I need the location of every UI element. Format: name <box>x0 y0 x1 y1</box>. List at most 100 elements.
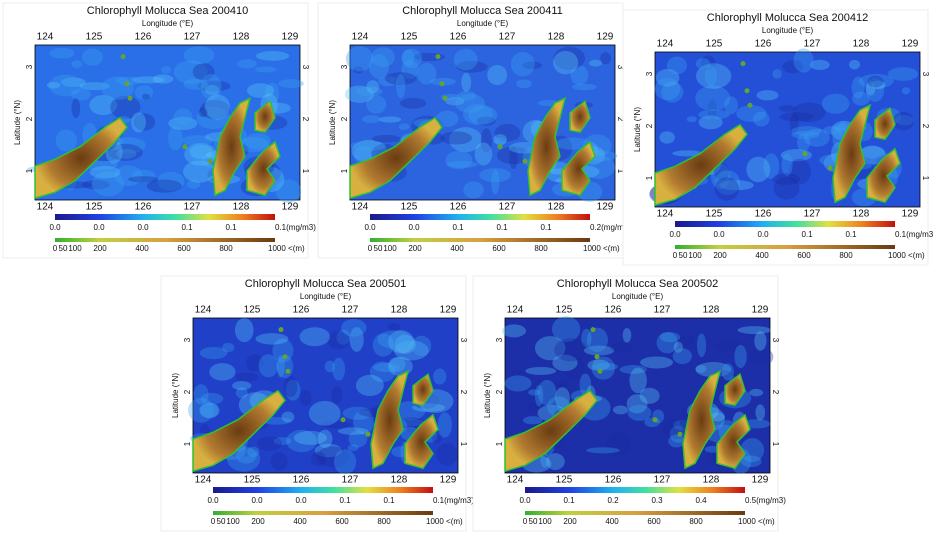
axis-label: Latitude (°N) <box>483 373 492 418</box>
chl-blob <box>655 68 680 87</box>
lon-tick-bottom: 126 <box>293 475 310 486</box>
chl-blob <box>273 437 292 445</box>
chl-blob <box>714 339 744 353</box>
chl-blob <box>866 78 885 102</box>
chl-blob <box>627 404 652 421</box>
chl-blob <box>740 455 762 468</box>
chl-blob <box>788 158 811 185</box>
chl-blob <box>563 355 585 380</box>
lat-tick-left: 3 <box>340 64 349 69</box>
chl-blob <box>378 76 399 87</box>
chl-blob <box>534 336 566 361</box>
chl-blob <box>754 331 767 351</box>
lon-tick-top: 125 <box>556 305 573 316</box>
chl-blob <box>197 80 231 92</box>
lon-tick-bottom: 124 <box>37 202 54 213</box>
chl-label: 0.4 <box>695 496 707 505</box>
chl-blob <box>79 82 110 91</box>
land <box>654 123 748 207</box>
chl-blob <box>772 173 801 185</box>
island <box>282 354 288 360</box>
chl-blob <box>193 384 209 405</box>
depth-label: 100 <box>538 517 552 526</box>
chl-blob <box>333 449 357 475</box>
chl-blob <box>659 131 675 144</box>
chl-blob <box>510 369 523 379</box>
lon-tick-top: 124 <box>352 32 369 43</box>
chl-blob <box>183 78 208 90</box>
depth-label: 100 <box>688 251 702 260</box>
chl-blob <box>235 447 257 464</box>
depth-label: 1000 <(m) <box>738 517 775 526</box>
depth-label: 600 <box>492 244 506 253</box>
chl-blob <box>388 330 415 354</box>
chl-blob <box>71 60 83 69</box>
chl-blob <box>858 74 894 89</box>
chl-blob <box>316 446 350 468</box>
chl-blob <box>131 169 156 183</box>
chl-blob <box>209 363 236 381</box>
chl-blob <box>496 146 530 165</box>
lon-tick-bottom: 125 <box>706 209 723 220</box>
chl-label: 0.1 <box>181 223 193 232</box>
lon-tick-top: 128 <box>703 305 720 316</box>
chl-blob <box>587 359 610 371</box>
depth-label: 800 <box>689 517 703 526</box>
chl-blob <box>724 96 738 115</box>
chl-blob <box>286 429 317 453</box>
chl-blob <box>342 406 373 420</box>
chl-blob <box>695 361 732 378</box>
chl-label: 0.0 <box>49 223 61 232</box>
depth-label: 100 <box>383 244 397 253</box>
chl-label: 0.1(mg/m3) <box>433 496 474 505</box>
chl-blob <box>676 335 695 346</box>
chl-blob <box>173 108 193 126</box>
chl-label: 0.1 <box>801 230 813 239</box>
chl-blob <box>393 340 429 361</box>
depth-label: 200 <box>408 244 422 253</box>
island <box>652 417 658 423</box>
chl-blob <box>782 60 804 74</box>
chl-label: 0.1 <box>496 223 508 232</box>
chl-blob <box>852 91 870 106</box>
chl-blob <box>797 133 810 152</box>
chl-blob <box>455 93 485 114</box>
land <box>504 389 598 473</box>
land <box>404 413 439 470</box>
chl-blob <box>341 318 367 337</box>
lat-tick-right: 1 <box>921 176 930 181</box>
lon-tick-bottom: 129 <box>440 475 457 486</box>
island <box>340 417 346 423</box>
lat-tick-left: 3 <box>495 337 504 342</box>
depth-label: 800 <box>839 251 853 260</box>
lon-tick-top: 124 <box>195 305 212 316</box>
chl-blob <box>285 379 301 401</box>
land <box>874 106 896 141</box>
chl-label: 0.1(mg/m3) <box>895 230 933 239</box>
chl-blob <box>114 165 143 187</box>
chl-blob <box>369 54 389 79</box>
chl-blob <box>522 416 543 425</box>
chl-blob <box>204 94 230 120</box>
chl-blob <box>704 65 718 87</box>
chl-blob <box>141 93 150 100</box>
chl-blob <box>606 431 631 457</box>
chl-blob <box>710 163 731 190</box>
chl-blob <box>554 338 587 362</box>
land <box>527 96 567 197</box>
chl-label: 0.0 <box>137 223 149 232</box>
depth-label: 400 <box>755 251 769 260</box>
chl-blob <box>695 365 707 373</box>
chl-blob <box>583 345 615 356</box>
chl-blob <box>559 346 569 358</box>
chl-blob <box>571 83 597 91</box>
chl-blob <box>494 137 507 146</box>
chl-blob <box>321 421 352 429</box>
chl-blob <box>192 63 215 81</box>
lat-tick-right: 3 <box>616 65 625 70</box>
lat-tick-left: 3 <box>25 64 34 69</box>
chl-blob <box>714 162 730 181</box>
chl-blob <box>516 79 532 89</box>
lat-tick-right: 2 <box>616 117 625 122</box>
depth-label: 100 <box>226 517 240 526</box>
